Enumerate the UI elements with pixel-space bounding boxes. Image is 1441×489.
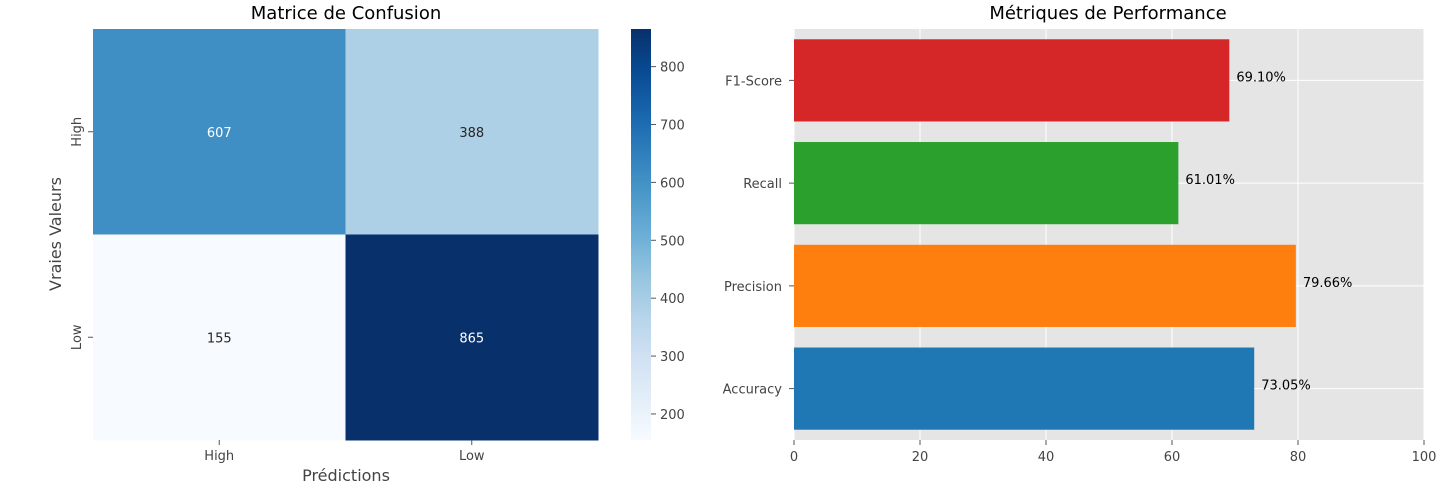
y-tick-label: Accuracy bbox=[723, 383, 783, 398]
colorbar-tick-label: 200 bbox=[660, 408, 685, 423]
colorbar-scale bbox=[631, 29, 651, 440]
bar-chart-ticks: 0 20 40 60 80 100 Accuracy Precision Recall F1-Sc… bbox=[723, 74, 1437, 465]
x-tick-label: High bbox=[204, 449, 234, 464]
metrics-title: Métriques de Performance bbox=[989, 3, 1226, 24]
x-tick-label: 80 bbox=[1290, 450, 1307, 465]
bar-value-label: 73.05% bbox=[1261, 379, 1311, 394]
heatmap-cell bbox=[345, 234, 599, 441]
confusion-matrix-chart: Matrice de Confusion 607 388 155 865 High Lo… bbox=[46, 3, 685, 485]
y-tick-label: Low bbox=[70, 324, 85, 350]
bar-precision bbox=[794, 244, 1296, 327]
x-tick-label: 20 bbox=[912, 450, 929, 465]
heatmap-cell-value: 155 bbox=[207, 331, 232, 346]
bar-value-label: 79.66% bbox=[1303, 276, 1353, 291]
heatmap-cell bbox=[345, 29, 599, 235]
colorbar-tick-label: 300 bbox=[660, 350, 685, 365]
colorbar-tick-label: 700 bbox=[660, 119, 685, 134]
colorbar-tick-label: 500 bbox=[660, 234, 685, 249]
y-tick-label: High bbox=[70, 117, 85, 147]
heatmap-cells: 607 388 155 865 bbox=[93, 29, 599, 441]
bar-recall bbox=[794, 142, 1179, 225]
bars: 73.05% 79.66% 61.01% 69.10% bbox=[794, 39, 1353, 430]
heatmap-cell bbox=[93, 234, 346, 441]
bar-f1-score bbox=[794, 39, 1230, 122]
y-tick-label: F1-Score bbox=[725, 74, 782, 89]
x-tick-label: 60 bbox=[1164, 450, 1181, 465]
bar-value-label: 69.10% bbox=[1236, 70, 1286, 85]
bar-value-label: 61.01% bbox=[1185, 173, 1235, 188]
performance-metrics-chart: Métriques de Performance 73.05% 79.66% 61.… bbox=[723, 3, 1437, 465]
x-tick-label: Low bbox=[459, 449, 485, 464]
heatmap-x-axis-label: Prédictions bbox=[302, 466, 390, 485]
x-tick-label: 100 bbox=[1412, 450, 1437, 465]
x-tick-label: 40 bbox=[1038, 450, 1055, 465]
colorbar: 200 300 400 500 600 700 800 bbox=[631, 29, 685, 440]
y-tick-label: Recall bbox=[743, 177, 782, 192]
x-tick-label: 0 bbox=[790, 450, 798, 465]
heatmap-cell-value: 388 bbox=[459, 126, 484, 141]
heatmap-cell-value: 865 bbox=[459, 331, 484, 346]
y-tick-label: Precision bbox=[724, 280, 782, 295]
bar-accuracy bbox=[794, 347, 1255, 430]
colorbar-tick-label: 400 bbox=[660, 292, 685, 307]
colorbar-tick-label: 600 bbox=[660, 176, 685, 191]
confusion-matrix-title: Matrice de Confusion bbox=[251, 3, 441, 24]
heatmap-y-axis-label: Vraies Valeurs bbox=[46, 177, 65, 291]
heatmap-cell-value: 607 bbox=[207, 126, 232, 141]
heatmap-cell bbox=[93, 29, 346, 235]
colorbar-tick-label: 800 bbox=[660, 61, 685, 76]
heatmap-ticks: High Low High Low bbox=[70, 117, 485, 464]
